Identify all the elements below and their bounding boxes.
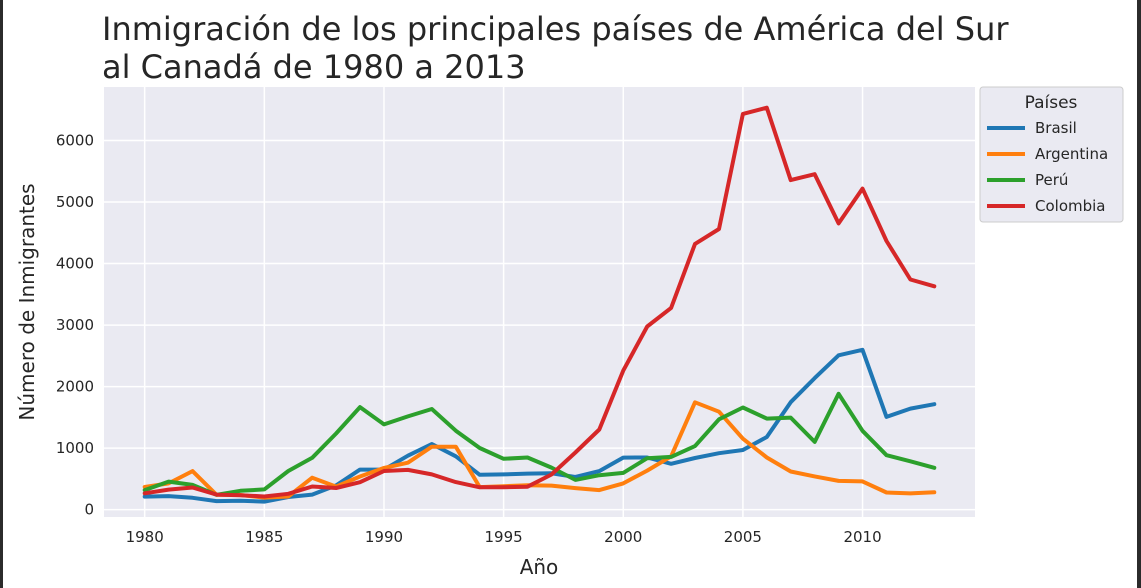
series-line-colombia — [142, 105, 937, 499]
y-tick-label: 4000 — [56, 255, 94, 273]
y-axis-label: Número de Inmigrantes — [15, 183, 39, 420]
legend-label: Brasil — [1035, 119, 1077, 137]
y-tick-label: 0 — [84, 501, 94, 519]
x-tick-label: 2005 — [724, 528, 762, 546]
y-tick-label: 5000 — [56, 193, 94, 211]
x-tick-label: 2000 — [604, 528, 642, 546]
x-tick-labels: 1980 1985 1990 1995 2000 2005 2010 — [126, 528, 882, 546]
x-tick-label: 1980 — [126, 528, 164, 546]
y-tick-labels: 0 1000 2000 3000 4000 5000 6000 — [56, 132, 94, 519]
plot-area — [104, 87, 975, 517]
legend-box — [979, 86, 1124, 223]
x-tick-label: 2010 — [843, 528, 881, 546]
chart-title-line-1: Inmigración de los principales países de… — [102, 10, 1009, 48]
x-axis-label: Año — [520, 555, 559, 579]
x-tick-label: 1985 — [245, 528, 283, 546]
legend-title: Países — [1025, 93, 1078, 113]
chart-figure: Inmigración de los principales países de… — [3, 0, 1137, 588]
series-line-perú — [142, 391, 937, 497]
y-tick-label: 2000 — [56, 378, 94, 396]
y-tick-label: 1000 — [56, 439, 94, 457]
chart-title-line-2: al Canadá de 1980 a 2013 — [102, 48, 526, 86]
line-chart: Inmigración de los principales países de… — [15, 10, 1124, 579]
legend-label: Colombia — [1035, 197, 1106, 215]
x-tick-label: 1995 — [485, 528, 523, 546]
x-tick-label: 1990 — [365, 528, 403, 546]
series-line-brasil — [142, 347, 937, 504]
legend-label: Argentina — [1035, 145, 1108, 163]
legend-label: Perú — [1035, 171, 1068, 189]
series-lines — [142, 105, 937, 504]
y-tick-label: 6000 — [56, 132, 94, 150]
legend: Países Brasil Argentina Perú Colombia — [979, 86, 1124, 223]
legend-items: Brasil Argentina Perú Colombia — [987, 119, 1108, 215]
y-tick-label: 3000 — [56, 316, 94, 334]
